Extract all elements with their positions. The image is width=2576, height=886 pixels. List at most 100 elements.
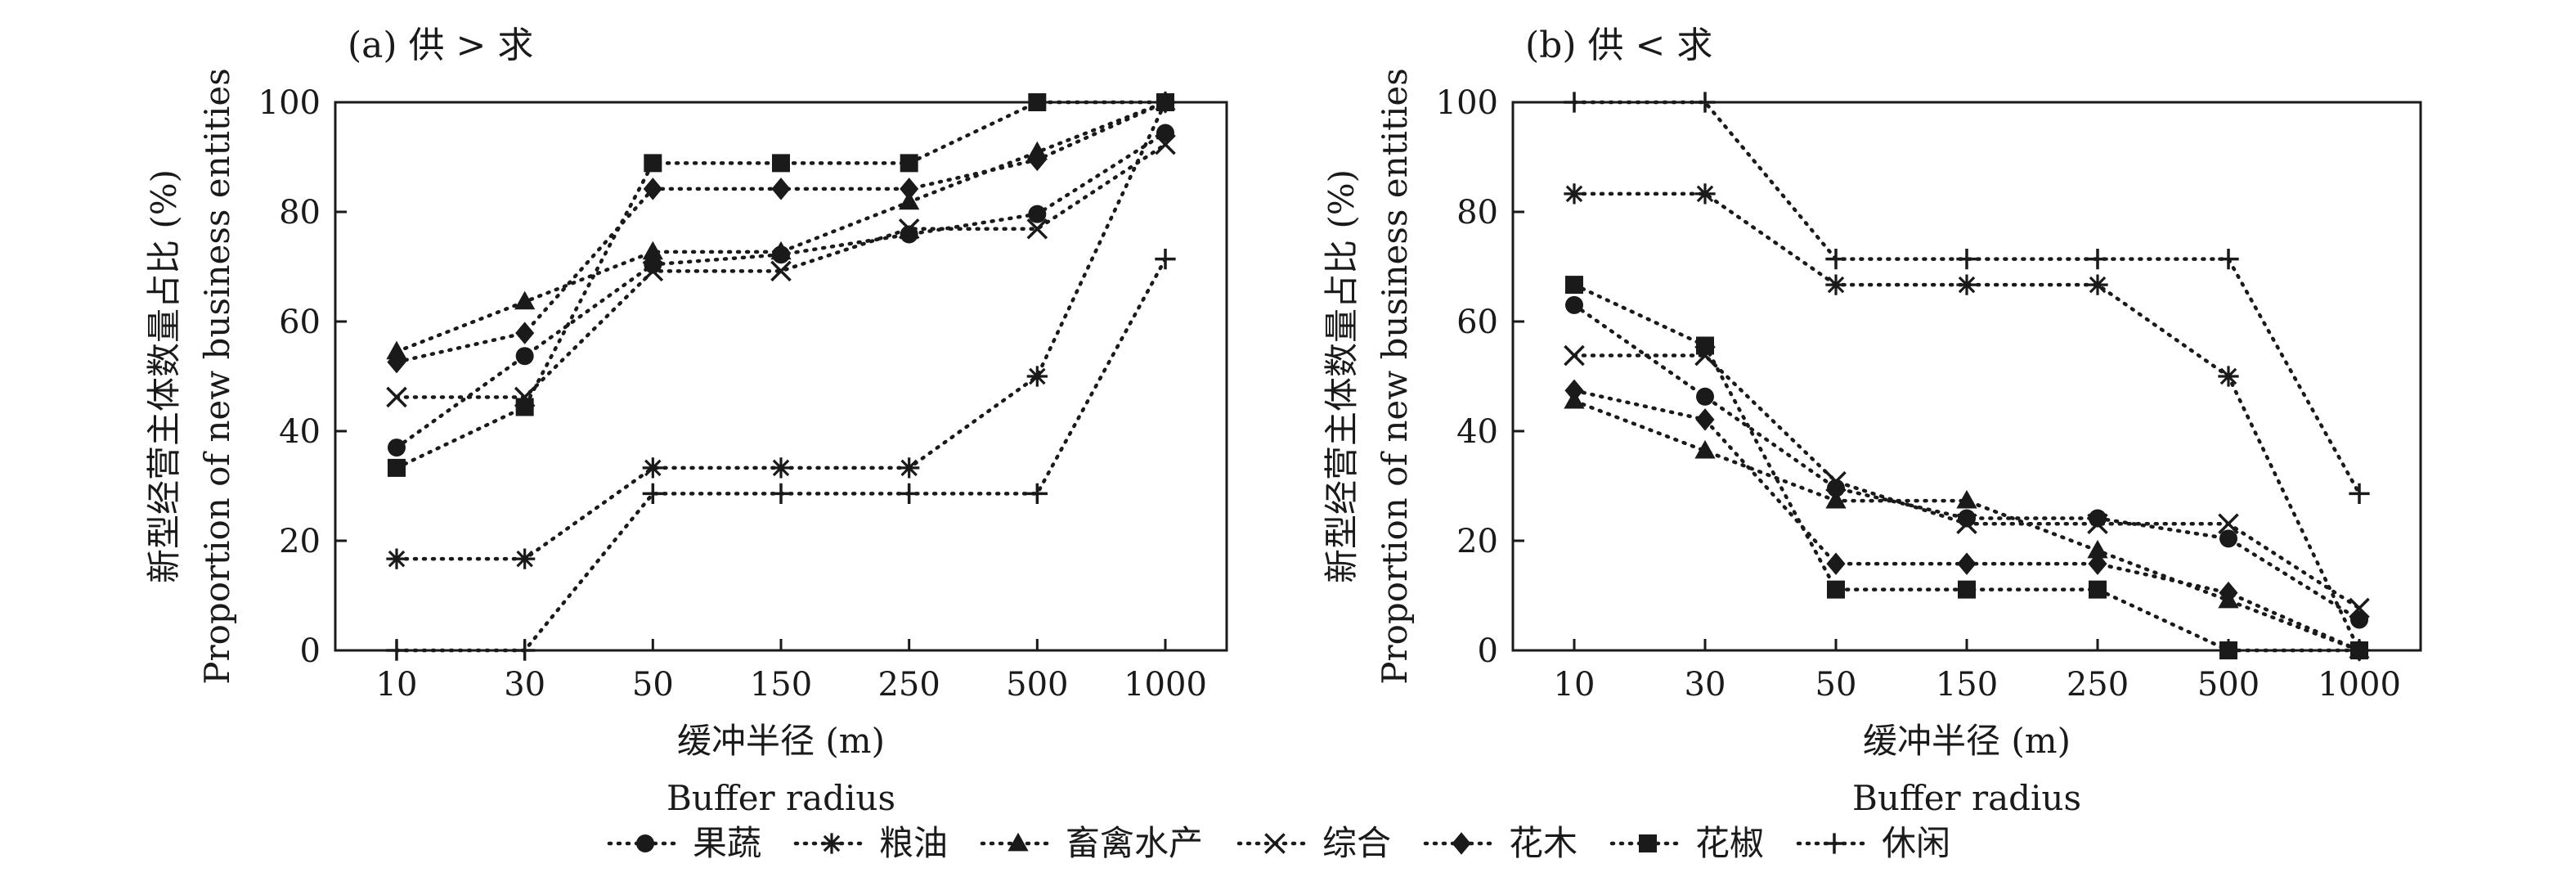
panel-b-xtick-label: 250 bbox=[2067, 666, 2129, 704]
panel-a-xtick-label: 30 bbox=[504, 666, 545, 704]
legend-item: 果蔬 bbox=[607, 823, 761, 863]
legend-item: 花木 bbox=[1423, 823, 1577, 863]
panel-a-point bbox=[642, 260, 664, 282]
panel-b-xtick-label: 1000 bbox=[2318, 666, 2401, 704]
panel-b-point bbox=[2350, 641, 2368, 659]
panel-b-point bbox=[2087, 513, 2108, 535]
legend-label: 综合 bbox=[1322, 823, 1391, 863]
legend: 果蔬 粮油 畜禽水产 综合 花木 花椒 休闲 bbox=[607, 823, 1950, 863]
panel-a-point bbox=[900, 154, 918, 173]
panel-b-point bbox=[2087, 274, 2108, 295]
panel-a-series-plus bbox=[386, 248, 1176, 661]
panel-a-point bbox=[770, 260, 792, 282]
panel-b-ytick-label: 60 bbox=[1456, 304, 1498, 341]
legend-label: 花木 bbox=[1509, 823, 1577, 863]
panel-b-xtick-label: 50 bbox=[1815, 666, 1857, 704]
panel-a-point bbox=[899, 483, 920, 505]
panel-a-title: (a) 供 > 求 bbox=[348, 25, 533, 66]
panel-a-point bbox=[1155, 133, 1176, 155]
panel-b-point bbox=[1565, 276, 1583, 295]
panel-a-point bbox=[899, 457, 920, 479]
panel-a-point bbox=[643, 178, 662, 200]
legend-marker bbox=[1264, 833, 1286, 854]
panel-b-point bbox=[1956, 489, 1977, 509]
legend-marker bbox=[1452, 832, 1471, 855]
panel-b-point bbox=[1564, 92, 1585, 113]
panel-a-series-x bbox=[386, 133, 1176, 408]
panel-a-xtick-label: 10 bbox=[376, 666, 418, 704]
panel-a-point bbox=[1028, 205, 1047, 223]
panel-a-point bbox=[900, 178, 919, 200]
panel-b-point bbox=[1957, 552, 1977, 575]
panel-b-point bbox=[2218, 248, 2239, 270]
panel-a-point bbox=[386, 386, 407, 408]
panel-a-xtick-label: 50 bbox=[632, 666, 674, 704]
panel-a-point bbox=[386, 548, 407, 569]
panel-a-point bbox=[514, 548, 536, 569]
panel-b-point bbox=[1694, 92, 1716, 113]
panel-a-point bbox=[771, 178, 791, 200]
panel-b-series-diamond bbox=[1564, 379, 2369, 662]
panel-b-point bbox=[2350, 610, 2368, 629]
panel-b-point bbox=[2218, 513, 2239, 535]
legend-item: 休闲 bbox=[1796, 823, 1950, 863]
panel-a-point bbox=[515, 398, 534, 416]
panel-b-point bbox=[2218, 366, 2239, 387]
panel-b-point bbox=[1826, 552, 1846, 575]
panel-a-point bbox=[642, 241, 663, 260]
panel-b-xlabel: 缓冲半径 (m) bbox=[1863, 721, 2071, 761]
panel-b-point bbox=[1956, 513, 1977, 535]
panel-a-point bbox=[388, 458, 406, 477]
panel-a-series-line bbox=[394, 257, 1168, 653]
panel-b-point bbox=[2087, 248, 2108, 270]
panel-b-point bbox=[1694, 439, 1716, 459]
panel-a-ytick-label: 100 bbox=[258, 84, 321, 122]
panel-b-xtick-label: 500 bbox=[2197, 666, 2260, 704]
panel-b-xtick-label: 30 bbox=[1685, 666, 1726, 704]
panel-a-point bbox=[515, 322, 535, 344]
legend-marker bbox=[821, 833, 842, 854]
panel-b-xtick-label: 150 bbox=[1936, 666, 1998, 704]
panel-a-point bbox=[1156, 93, 1174, 111]
panel-b-point bbox=[2219, 641, 2237, 659]
legend-marker bbox=[1824, 833, 1845, 854]
panel-a-point bbox=[514, 290, 536, 310]
panel-b-series-square bbox=[1565, 276, 2368, 659]
panel-a: 0 20 40 60 80 100 10 30 50 150 250 500 1000 (a) 供 > 求… bbox=[144, 25, 1228, 818]
panel-a-point bbox=[386, 340, 407, 360]
panel-a-point bbox=[514, 640, 536, 661]
panel-b-ytick-label: 80 bbox=[1456, 194, 1498, 232]
panel-b-point bbox=[1827, 580, 1845, 599]
panel-a-point bbox=[770, 457, 792, 479]
panel-a-point bbox=[387, 350, 406, 374]
panel-b-ylabel: 新型经营主体数量占比 (%) bbox=[1322, 169, 1362, 583]
panel-b-point bbox=[2349, 483, 2370, 505]
legend-item: 畜禽水产 bbox=[980, 823, 1203, 863]
panel-a-xlabel-en: Buffer radius bbox=[666, 778, 895, 818]
panel-a-point bbox=[515, 347, 534, 366]
panel-b-point bbox=[1564, 183, 1585, 205]
panel-b-title: (b) 供 < 求 bbox=[1525, 25, 1712, 66]
panel-a-point bbox=[642, 457, 663, 479]
legend-marker bbox=[636, 834, 654, 852]
panel-b-ytick-label: 20 bbox=[1456, 523, 1498, 560]
panel-b-ytick-label: 100 bbox=[1436, 84, 1498, 122]
panel-b-ytick-label: 40 bbox=[1456, 413, 1498, 451]
legend-label: 畜禽水产 bbox=[1066, 823, 1203, 863]
panel-a-point bbox=[642, 483, 663, 505]
legend-label: 果蔬 bbox=[693, 823, 761, 863]
panel-b-ytick-label: 0 bbox=[1478, 632, 1498, 670]
panel-b-point bbox=[2087, 539, 2108, 559]
legend-label: 休闲 bbox=[1882, 823, 1950, 863]
panel-a-ylabel: 新型经营主体数量占比 (%) bbox=[144, 169, 184, 583]
panel-b-point bbox=[2349, 597, 2370, 619]
legend-label: 粮油 bbox=[879, 823, 948, 863]
panel-a-ytick-label: 0 bbox=[300, 632, 321, 670]
panel-a-point bbox=[1028, 93, 1047, 111]
panel-a-point bbox=[644, 154, 662, 173]
legend-item: 粮油 bbox=[793, 823, 948, 863]
panel-b-ylabel-en: Proportion of new business entities bbox=[1375, 68, 1415, 684]
panel-b-point bbox=[1565, 295, 1583, 314]
panel-b-point bbox=[2219, 581, 2238, 605]
